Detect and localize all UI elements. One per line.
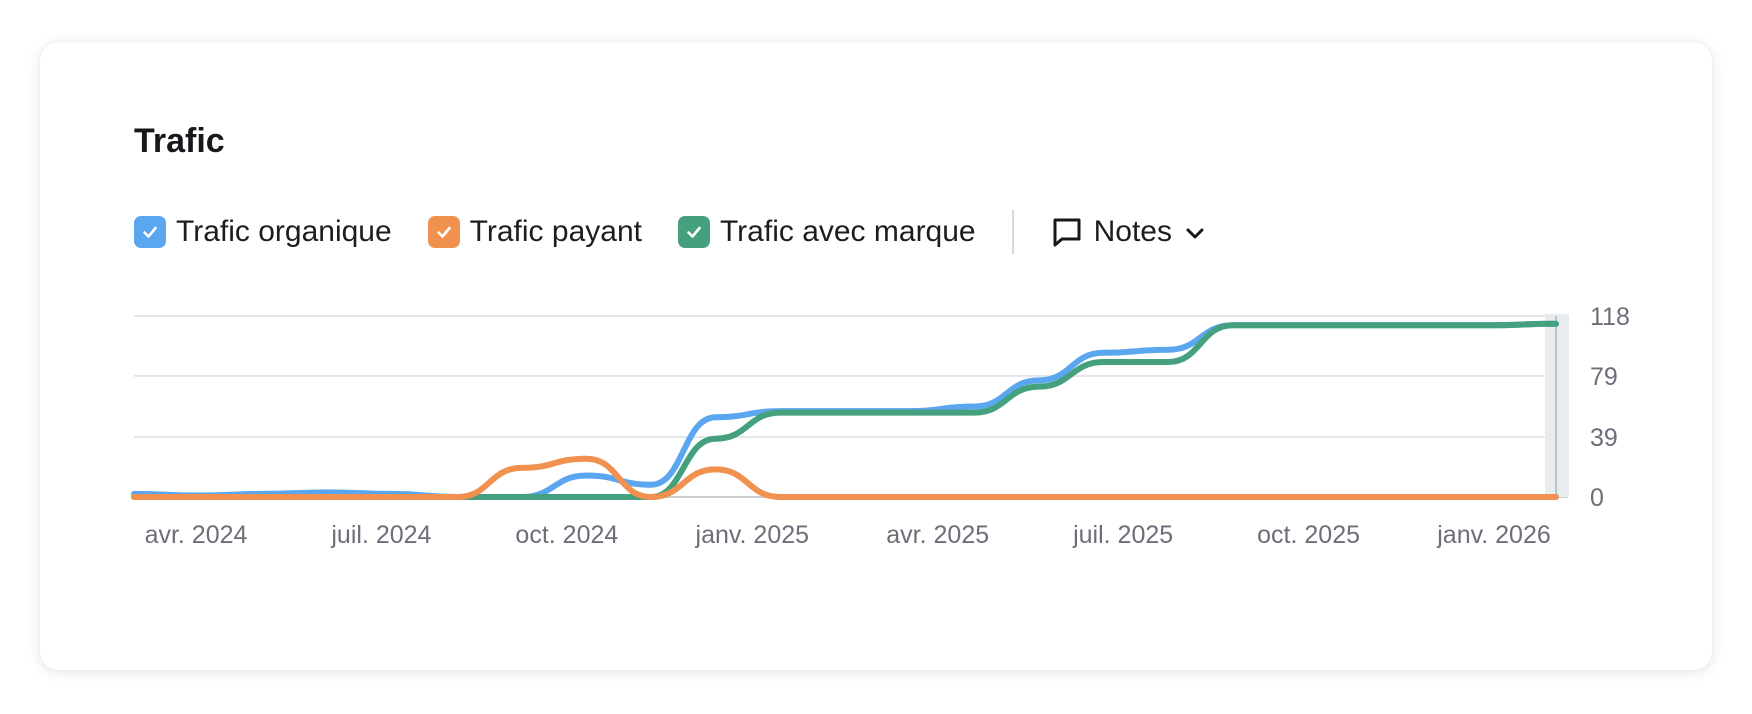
check-icon (687, 226, 701, 238)
x-tick-label: oct. 2024 (515, 521, 618, 549)
legend-label-branded: Trafic avec marque (719, 215, 976, 248)
check-icon (143, 226, 157, 238)
series-line-branded[interactable] (131, 320, 1559, 501)
y-tick-label: 79 (1590, 363, 1618, 391)
notes-label: Notes (1093, 215, 1172, 248)
chevron-down-icon (1186, 228, 1204, 239)
legend-label-organic: Trafic organique (176, 215, 392, 248)
series-line-paid[interactable] (131, 455, 1559, 501)
legend-label-paid: Trafic payant (469, 215, 642, 248)
x-tick-label: oct. 2025 (1257, 521, 1360, 549)
legend-item-branded[interactable]: Trafic avec marque (677, 215, 976, 249)
legend-item-organic[interactable]: Trafic organique (134, 215, 392, 249)
x-tick-label: juil. 2025 (1072, 521, 1173, 549)
organic-checkbox[interactable] (134, 216, 166, 248)
y-tick-label: 39 (1590, 424, 1618, 452)
paid-checkbox[interactable] (427, 216, 460, 248)
x-tick-label: avr. 2024 (145, 521, 248, 549)
notes-dropdown[interactable]: Notes (1050, 215, 1208, 249)
legend-divider (1011, 210, 1014, 254)
comment-icon (1053, 218, 1081, 247)
x-tick-label: juil. 2024 (330, 521, 431, 549)
branded-checkbox[interactable] (677, 216, 710, 248)
traffic-card (40, 42, 1712, 670)
x-tick-label: janv. 2025 (695, 521, 810, 549)
check-icon (436, 226, 451, 238)
y-tick-label: 0 (1590, 484, 1604, 512)
x-tick-label: janv. 2026 (1436, 521, 1551, 549)
x-tick-label: avr. 2025 (886, 521, 989, 549)
chart-legend: Trafic organique Trafic payant Trafic av… (134, 210, 1208, 254)
legend-item-paid[interactable]: Trafic payant (427, 215, 642, 249)
y-tick-label: 118 (1590, 303, 1630, 331)
chart-title: Trafic (134, 122, 225, 160)
